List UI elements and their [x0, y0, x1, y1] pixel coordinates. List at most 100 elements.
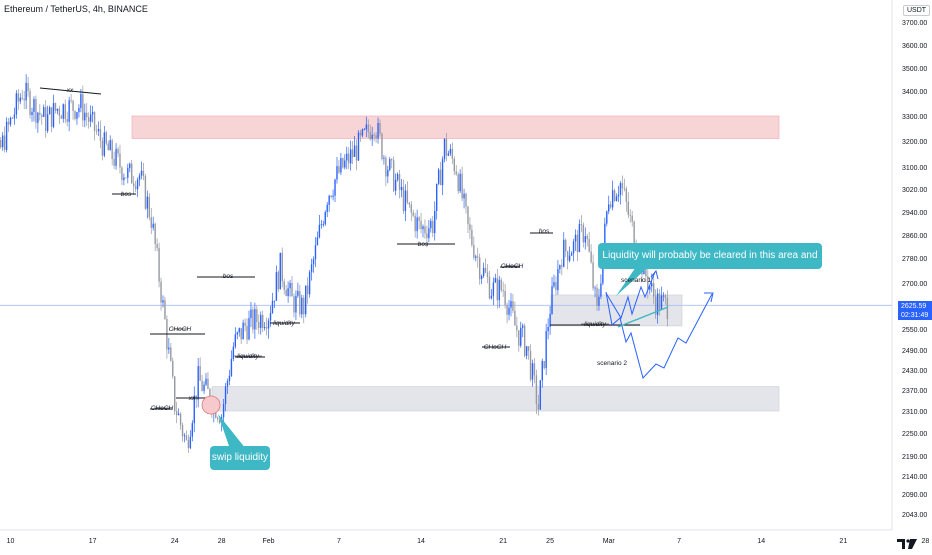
candle-body [351, 149, 354, 157]
time-tick-label: 28 [922, 538, 930, 545]
candle [424, 219, 426, 239]
callout-liquidity-cleared[interactable]: Liquidity will probably be cleared in th… [598, 243, 822, 287]
candle [142, 163, 145, 181]
scenario-1-path[interactable] [605, 271, 656, 320]
candle-body [539, 380, 542, 410]
time-tick-label: 25 [546, 538, 554, 545]
candle-body [207, 378, 209, 389]
price-tick-label: 3020.00 [902, 187, 927, 194]
candle [418, 216, 420, 230]
candle [488, 270, 491, 300]
candle-body [162, 300, 164, 303]
candle-body [619, 183, 622, 195]
candle-body [320, 224, 323, 226]
currency-label[interactable]: USDT [903, 5, 931, 16]
candle-body [283, 281, 285, 290]
demand-zone-lower[interactable] [211, 386, 780, 412]
candle-body [492, 282, 495, 296]
candle-body [385, 157, 387, 177]
candle [457, 172, 459, 195]
candle [295, 290, 297, 321]
candle [596, 283, 598, 312]
candle [502, 281, 504, 297]
candle [265, 317, 268, 336]
candle-body [310, 264, 313, 273]
supply-zone[interactable] [131, 115, 780, 139]
swip-circle[interactable] [201, 395, 221, 415]
candle [181, 422, 184, 442]
candle [46, 105, 49, 134]
price-axis: 2043.00 2090.00 2140.00 2190.00 2250.00 2310.… [902, 20, 927, 519]
candle-body [138, 175, 141, 180]
candle-body [322, 224, 324, 226]
candle [539, 380, 542, 410]
candle [109, 135, 111, 151]
candle-body [19, 97, 21, 102]
candle-body [23, 98, 25, 101]
candle [658, 289, 661, 316]
candle-body [469, 224, 471, 230]
top-trendline[interactable] [39, 87, 102, 95]
candle [168, 337, 170, 354]
candle [185, 430, 188, 441]
candle [580, 215, 583, 233]
candle-body [101, 140, 104, 156]
candle-body [228, 375, 231, 381]
candle [649, 285, 651, 295]
scenario-2-path[interactable] [605, 291, 713, 380]
candle [277, 270, 280, 293]
structure-annotations: xx bos bos bos bos CHoCH CHoCH xx liquidity liqui… [39, 87, 640, 412]
candle [611, 180, 614, 211]
candle-body [43, 107, 45, 117]
candle-body [500, 279, 502, 291]
candle-body [445, 138, 448, 156]
candle [402, 179, 405, 214]
candle-body [164, 300, 166, 320]
candle [183, 433, 186, 443]
candle-body [651, 283, 653, 287]
candle [430, 218, 432, 233]
callout-swip-liquidity[interactable]: swip liquidity [210, 446, 270, 470]
candle [60, 114, 63, 119]
candle-body [256, 309, 258, 323]
candle [617, 185, 620, 203]
candle [316, 231, 319, 246]
candle-body [244, 322, 246, 326]
candle-body [404, 190, 407, 212]
candle-body [568, 255, 571, 261]
candle [576, 230, 579, 262]
candle-body [25, 82, 27, 101]
candle-body [344, 160, 346, 168]
candle [226, 378, 229, 395]
candle-body [514, 310, 516, 326]
candle-body [201, 380, 203, 391]
candle-body [424, 226, 426, 234]
candle-body [136, 179, 139, 190]
candle-body [420, 220, 422, 230]
tradingview-logo-icon[interactable] [897, 536, 917, 549]
candle [439, 161, 442, 186]
candle [91, 105, 94, 123]
price-tick-label: 2780.00 [902, 256, 927, 263]
candle-body [172, 360, 174, 377]
candle-body [516, 325, 518, 331]
candle-body [432, 220, 434, 234]
candle-body [273, 300, 276, 302]
candle-body [246, 325, 248, 340]
candle [303, 294, 305, 324]
candle [154, 222, 156, 251]
candle-body [563, 239, 565, 267]
candle [275, 265, 278, 301]
candle [103, 126, 106, 158]
candle-body [303, 297, 305, 315]
candle-body [119, 153, 121, 168]
candle [398, 169, 401, 199]
candle-body [218, 419, 221, 424]
candle-body [342, 158, 344, 168]
candle-body [523, 325, 526, 356]
candle [148, 193, 151, 221]
candle-body [555, 282, 557, 291]
candle-body [240, 328, 242, 340]
